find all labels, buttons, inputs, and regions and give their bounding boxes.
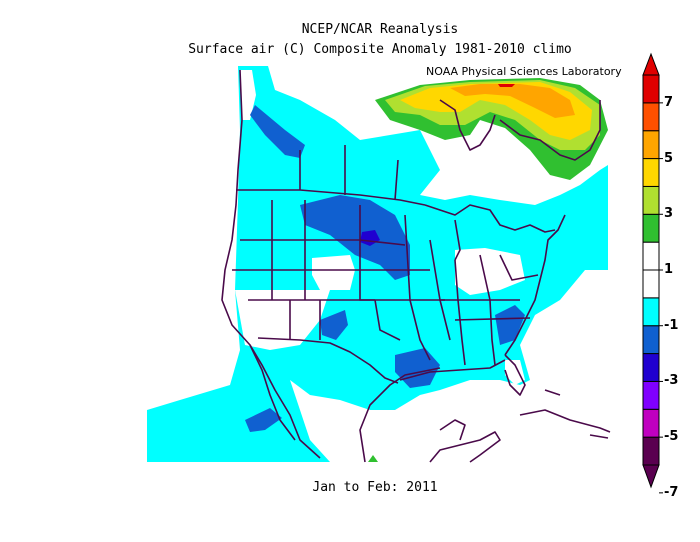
- credit-label: NOAA Physical Sciences Laboratory: [426, 65, 622, 78]
- state-line-11: [374, 299, 401, 341]
- colorbar-label-minus-5: -5: [664, 429, 679, 445]
- colorbar-label-3: 3: [664, 206, 674, 222]
- state-line-7: [404, 214, 431, 361]
- white-gap-bc: [240, 70, 256, 120]
- state-line-15: [454, 317, 531, 321]
- colorbar-bin: [642, 297, 660, 327]
- colorbar-bin: [642, 74, 660, 104]
- colorbar-bin: [642, 269, 660, 299]
- colorbar-label-1: 1: [664, 262, 674, 277]
- colorbar-bin: [642, 408, 660, 438]
- state-line-13: [479, 254, 496, 366]
- canada-province-3: [394, 159, 399, 201]
- east-coast-line: [504, 214, 566, 356]
- mexico-gulf-coast: [359, 367, 441, 463]
- quebec-labrador: [499, 100, 601, 161]
- west-coast-line: [221, 69, 321, 459]
- period-label: Jan to Feb: 2011: [312, 480, 438, 495]
- gulf-coast-line: [399, 359, 506, 381]
- state-line-16: [499, 254, 539, 281]
- orange-region: [450, 84, 575, 118]
- great-lakes: [424, 204, 556, 233]
- white-gap-plains: [312, 255, 355, 290]
- figure-title: NCEP/NCAR Reanalysis: [301, 22, 459, 37]
- hudson-bay: [439, 99, 496, 151]
- anomaly-field: [147, 66, 608, 462]
- blue-region-mexico: [245, 408, 282, 432]
- state-line-4: [240, 239, 406, 246]
- colorbar-label-7: 7: [664, 94, 674, 110]
- cuba: [519, 409, 611, 433]
- colorbar-bin: [642, 436, 660, 466]
- blue-region-nm: [320, 310, 348, 340]
- white-gap-south: [235, 290, 330, 350]
- green-spot-south: [368, 455, 378, 462]
- colorbar-bin: [642, 102, 660, 132]
- central-america: [429, 431, 501, 463]
- blue-region-southeast: [495, 305, 525, 345]
- colorbar-bin: [642, 353, 660, 382]
- blue-region-canada: [250, 105, 305, 158]
- colorbar-bin: [642, 241, 660, 271]
- colorbar-label-minus-1: -1: [664, 317, 679, 333]
- bahamas: [544, 389, 561, 396]
- colorbar-ticks: [659, 102, 663, 494]
- baja-line: [249, 344, 296, 441]
- colorbar-label-5: 5: [664, 150, 674, 166]
- white-gap-ohio: [455, 248, 525, 295]
- boundary-lines: [221, 69, 611, 463]
- colorbar-bin: [642, 158, 660, 187]
- red-sliver: [498, 84, 515, 87]
- colorbar-bottom-arrow: [642, 464, 660, 489]
- colorbar-bin: [642, 325, 660, 355]
- colorbar-label-minus-7: -7: [664, 484, 679, 500]
- figure-subtitle: Surface air (C) Composite Anomaly 1981-2…: [188, 42, 572, 57]
- us-canada-border: [236, 189, 426, 206]
- florida-line: [504, 354, 526, 396]
- colorbar-top-arrow: [642, 52, 660, 76]
- hispaniola: [589, 434, 609, 439]
- colorbar-bin: [642, 185, 660, 215]
- yucatan: [439, 419, 466, 441]
- blue-region-plains: [300, 195, 410, 280]
- colorbar-label-minus-3: -3: [664, 373, 679, 389]
- colorbar-bin: [642, 213, 660, 243]
- lake-michigan: [454, 219, 461, 261]
- white-gap-florida: [505, 360, 525, 385]
- us-mexico-border: [257, 337, 399, 384]
- colorbar-bin: [642, 130, 660, 160]
- colorbar-bin: [642, 380, 660, 410]
- colorbar-bins: [642, 74, 660, 466]
